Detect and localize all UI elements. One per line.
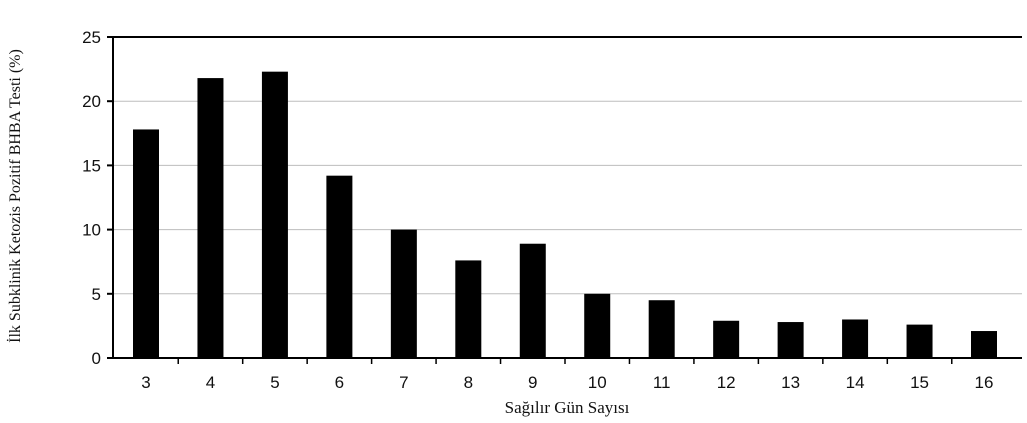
bar-12 [713, 320, 740, 358]
x-tick-label: 4 [206, 373, 215, 392]
bar-11 [648, 300, 675, 358]
x-tick-label: 3 [141, 373, 150, 392]
x-tick-label: 6 [335, 373, 344, 392]
bars [133, 71, 997, 358]
bar-13 [777, 322, 804, 358]
x-tick-label: 7 [399, 373, 408, 392]
bar-8 [455, 260, 482, 358]
y-tick-label: 5 [92, 285, 101, 304]
axes [112, 37, 1022, 359]
bar-16 [971, 331, 997, 358]
bar-14 [842, 319, 869, 358]
bar-9 [519, 243, 546, 358]
bar-6 [326, 175, 353, 358]
x-tick-label: 9 [528, 373, 537, 392]
x-tick-label: 16 [975, 373, 994, 392]
bar-3 [133, 129, 159, 358]
y-tick-label: 25 [82, 28, 101, 47]
x-tick-label: 13 [781, 373, 800, 392]
y-tick-label: 20 [82, 92, 101, 111]
bar-7 [390, 229, 417, 358]
y-tick-labels: 0 5 10 15 20 25 [82, 28, 113, 368]
x-tick-label: 12 [717, 373, 736, 392]
y-axis-title: İlk Subklinik Ketozis Pozitif BHBA Testi… [6, 49, 24, 343]
y-tick-label: 10 [82, 221, 101, 240]
x-tick-label: 15 [910, 373, 929, 392]
y-tick-label: 15 [82, 156, 101, 175]
x-tick-labels: 3 4 5 6 7 8 9 10 11 12 13 14 15 16 [141, 358, 993, 392]
y-tick-label: 0 [92, 349, 101, 368]
x-tick-label: 11 [653, 373, 671, 392]
x-tick-label: 10 [588, 373, 607, 392]
x-tick-label: 14 [846, 373, 865, 392]
x-axis-title: Sağılır Gün Sayısı [505, 398, 630, 417]
x-tick-label: 5 [270, 373, 279, 392]
bar-5 [261, 71, 288, 358]
bar-4 [197, 78, 224, 358]
gridlines [113, 36, 1022, 295]
bar-15 [906, 324, 933, 358]
x-tick-label: 8 [464, 373, 473, 392]
bar-10 [584, 293, 611, 358]
